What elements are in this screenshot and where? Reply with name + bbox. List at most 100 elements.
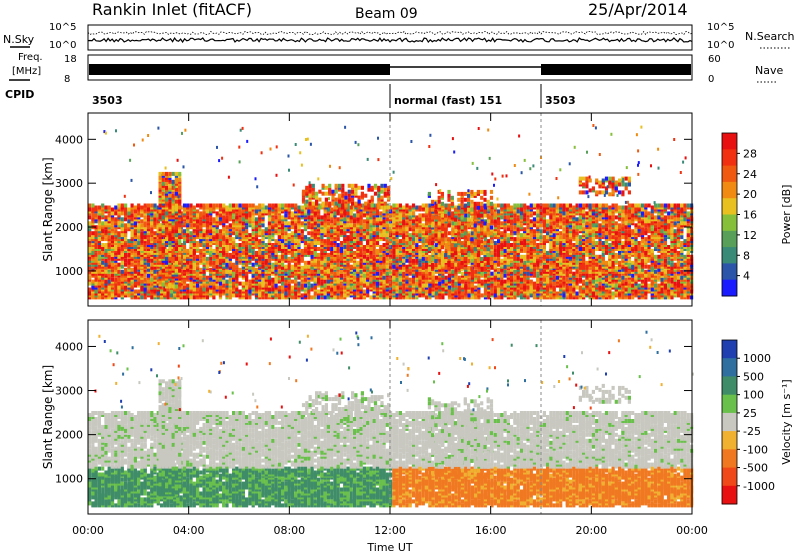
echo-cell bbox=[591, 279, 595, 284]
echo-cell bbox=[248, 279, 252, 284]
echo-cell bbox=[375, 271, 380, 276]
echo-cell bbox=[281, 295, 285, 300]
echo-cell bbox=[307, 231, 311, 236]
echo-cell bbox=[251, 262, 255, 267]
echo-cell bbox=[137, 223, 141, 228]
echo-cell bbox=[101, 211, 105, 216]
echo-cell bbox=[241, 281, 245, 286]
echo-cell bbox=[336, 209, 340, 214]
echo-cell bbox=[130, 248, 134, 253]
echo-cell bbox=[333, 211, 337, 216]
echo-cell bbox=[313, 277, 317, 282]
echo-cell bbox=[271, 277, 275, 282]
echo-cell bbox=[294, 252, 298, 257]
echo-cell bbox=[582, 293, 586, 298]
echo-cell bbox=[490, 289, 494, 294]
echo-cell bbox=[336, 254, 340, 259]
echo-cell bbox=[202, 203, 206, 208]
echo-cell bbox=[192, 205, 196, 210]
echo-cell bbox=[238, 229, 242, 234]
echo-cell bbox=[532, 267, 537, 272]
echo-cell bbox=[385, 256, 389, 261]
echo-cell bbox=[385, 271, 389, 276]
echo-cell bbox=[153, 269, 157, 274]
echo-cell bbox=[353, 223, 357, 228]
echo-cell bbox=[372, 247, 376, 251]
echo-cell bbox=[182, 221, 187, 226]
echo-cell bbox=[493, 285, 497, 290]
echo-cell bbox=[222, 215, 226, 220]
echo-cell bbox=[146, 239, 151, 244]
echo-cell bbox=[353, 262, 357, 267]
echo-cell bbox=[631, 283, 635, 288]
echo-cell bbox=[186, 248, 190, 253]
echo-cell bbox=[222, 235, 226, 240]
echo-cell bbox=[179, 293, 183, 298]
echo-cell bbox=[317, 252, 321, 257]
echo-cell bbox=[287, 265, 291, 270]
echo-cell bbox=[353, 250, 357, 255]
echo-cell bbox=[349, 209, 353, 214]
echo-cell bbox=[676, 281, 681, 286]
echo-cell bbox=[277, 215, 281, 220]
echo-cell bbox=[382, 289, 386, 294]
echo-cell bbox=[225, 262, 229, 267]
noise-right-tick-top: 10^5 bbox=[707, 22, 734, 33]
echo-cell bbox=[143, 215, 147, 220]
echo-cell bbox=[300, 283, 304, 288]
echo-cell bbox=[264, 258, 268, 263]
echo-cell bbox=[137, 250, 141, 255]
echo-cell bbox=[124, 207, 128, 212]
echo-cell bbox=[196, 213, 200, 218]
echo-cell bbox=[124, 258, 128, 263]
echo-cell bbox=[369, 295, 373, 300]
echo-cell bbox=[336, 217, 340, 222]
echo-cell bbox=[248, 248, 252, 253]
echo-cell bbox=[205, 203, 209, 208]
echo-cell bbox=[284, 291, 288, 296]
echo-cell bbox=[290, 239, 294, 244]
echo-cell bbox=[277, 269, 281, 274]
echo-cell bbox=[156, 225, 160, 230]
echo-cell bbox=[336, 247, 340, 251]
echo-cell bbox=[264, 283, 268, 288]
echo-cell bbox=[140, 247, 144, 251]
beam-title: Beam 09 bbox=[355, 6, 418, 22]
echo-cell bbox=[375, 217, 380, 222]
echo-cell bbox=[402, 258, 406, 263]
echo-cell bbox=[169, 293, 173, 298]
echo-cell bbox=[529, 267, 533, 272]
echo-cell bbox=[101, 243, 105, 247]
echo-cell bbox=[110, 235, 115, 240]
echo-cell bbox=[104, 279, 108, 284]
echo-cell bbox=[150, 227, 154, 232]
echo-cell bbox=[303, 260, 308, 265]
freq-unit-label: [MHz] bbox=[12, 66, 41, 77]
echo-cell bbox=[300, 256, 304, 261]
echo-cell bbox=[326, 215, 330, 220]
echo-cell bbox=[326, 207, 330, 212]
echo-cell bbox=[143, 203, 147, 208]
echo-cell bbox=[565, 277, 569, 282]
echo-cell bbox=[464, 291, 468, 296]
echo-cell bbox=[225, 252, 229, 257]
echo-cell bbox=[228, 203, 232, 208]
echo-cell bbox=[137, 203, 141, 208]
echo-cell bbox=[267, 211, 272, 216]
echo-cell bbox=[261, 237, 265, 242]
echo-cell bbox=[487, 293, 491, 298]
echo-cell bbox=[379, 245, 383, 249]
echo-cell bbox=[290, 211, 294, 216]
echo-cell bbox=[245, 225, 249, 230]
echo-cell bbox=[336, 237, 340, 242]
echo-cell bbox=[189, 223, 193, 228]
echo-cell bbox=[228, 223, 232, 228]
echo-cell bbox=[271, 262, 275, 267]
echo-cell bbox=[284, 254, 288, 259]
echo-cell bbox=[654, 283, 658, 288]
echo-cell bbox=[294, 203, 298, 208]
echo-cell bbox=[631, 265, 635, 270]
echo-cell bbox=[124, 237, 128, 242]
echo-cell bbox=[222, 247, 226, 251]
